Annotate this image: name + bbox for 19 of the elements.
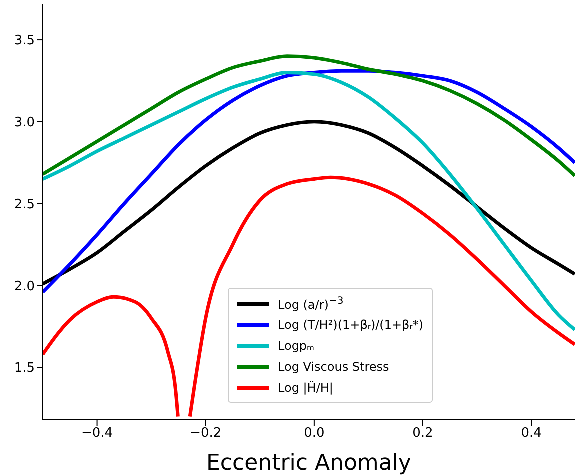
x-tick-label: 0.4 <box>521 426 542 442</box>
line-series <box>43 71 575 332</box>
x-axis-title: Eccentric Anomaly <box>206 451 412 476</box>
x-tick-label: 0.2 <box>412 426 434 442</box>
y-tick-label: 2.0 <box>14 279 35 294</box>
legend-label: Log (a/r)$^{−3}$ <box>278 296 344 312</box>
x-tick-label: −0.2 <box>190 426 222 442</box>
legend-label: Log |Ḧ/H| <box>278 380 334 394</box>
legend-label: Logpₘ <box>278 338 315 352</box>
line-series <box>43 54 575 178</box>
y-tick-label: 2.5 <box>14 197 35 212</box>
y-tick-label: 1.5 <box>14 361 35 376</box>
x-tick-label: 0.0 <box>304 426 325 442</box>
legend-label: Log Viscous Stress <box>278 360 390 374</box>
legend-label: Log (T/H²)(1+βᵣ)/(1+βᵣ*) <box>278 318 424 332</box>
x-tick-label: −0.4 <box>81 426 114 442</box>
line-series <box>43 69 575 294</box>
y-tick-label: 3.5 <box>14 34 35 49</box>
y-tick-label: 3.0 <box>14 116 35 131</box>
